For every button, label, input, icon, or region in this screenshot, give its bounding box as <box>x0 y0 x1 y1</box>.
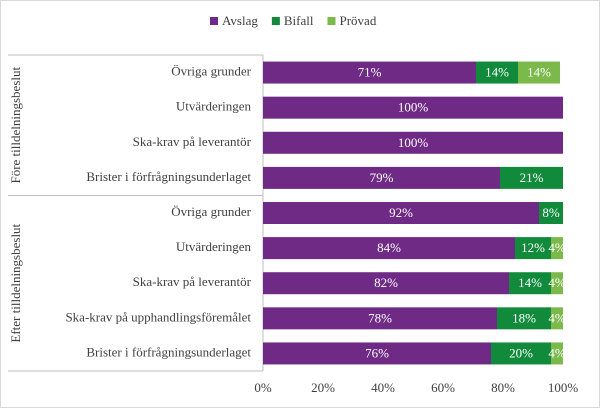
data-label: 20% <box>509 345 533 360</box>
group-label: Före tilldelningsbeslut <box>8 67 23 184</box>
y-tick-label: Övriga grunder <box>171 64 251 79</box>
bar-segment <box>551 342 563 365</box>
y-tick-label: Utvärderingen <box>176 99 252 114</box>
bar-segment <box>263 61 476 84</box>
bar-segment <box>476 61 518 84</box>
bar-segment <box>263 342 491 365</box>
y-tick-label: Utvärderingen <box>176 239 252 254</box>
data-label: 82% <box>374 275 398 290</box>
y-tick-label: Brister i förfrågningsunderlaget <box>86 344 251 359</box>
y-tick-label: Ska-krav på upphandlingsföremålet <box>65 309 251 324</box>
data-label: 92% <box>389 205 413 220</box>
bar-segment <box>539 202 563 224</box>
data-label: 14% <box>518 275 542 290</box>
bar-segment <box>500 166 563 189</box>
x-tick-label: 40% <box>371 380 395 395</box>
data-label: 78% <box>368 310 392 325</box>
data-label: 14% <box>527 65 551 80</box>
bar-segment <box>515 237 551 260</box>
data-label: 8% <box>542 205 560 220</box>
x-tick-label: 60% <box>431 380 455 395</box>
bar-segment <box>263 307 497 330</box>
bar-segment <box>551 237 563 260</box>
legend-swatch <box>327 17 336 25</box>
data-label: 21% <box>520 170 544 185</box>
data-label: 84% <box>377 240 401 255</box>
bar-segment <box>263 272 509 295</box>
data-label: 18% <box>512 310 536 325</box>
x-tick-label: 20% <box>311 380 335 395</box>
y-tick-label: Ska-krav på leverantör <box>133 274 252 289</box>
legend-swatch <box>210 17 218 25</box>
bar-segment <box>509 272 551 295</box>
bar-segment <box>518 61 560 84</box>
bar-segment <box>263 96 563 119</box>
x-tick-label: 80% <box>491 380 515 395</box>
bar-segment <box>551 272 563 295</box>
data-label: 71% <box>358 65 382 80</box>
data-label: 100% <box>398 100 429 115</box>
data-label: 12% <box>521 240 545 255</box>
legend-label: Bifall <box>284 13 314 28</box>
bar-segment <box>263 166 500 189</box>
legend-label: Avslag <box>222 13 258 28</box>
group-label: Efter tilldelningsbeslut <box>8 223 23 342</box>
data-label: 76% <box>365 345 389 360</box>
x-tick-label: 0% <box>254 380 272 395</box>
y-tick-label: Övriga grunder <box>171 204 251 219</box>
data-label: 4% <box>548 240 566 255</box>
bar-segment <box>263 202 539 224</box>
data-label: 4% <box>548 275 566 290</box>
data-label: 79% <box>370 170 394 185</box>
data-label: 100% <box>398 135 429 150</box>
bar-segment <box>497 307 551 330</box>
data-label: 14% <box>485 65 509 80</box>
legend-label: Prövad <box>339 13 376 28</box>
data-label: 4% <box>548 310 566 325</box>
bar-segment <box>551 307 563 330</box>
bar-segment <box>491 342 551 365</box>
y-tick-label: Ska-krav på leverantör <box>133 134 252 149</box>
data-label: 4% <box>548 345 566 360</box>
legend-swatch <box>271 17 280 25</box>
bar-segment <box>263 237 515 260</box>
x-tick-label: 100% <box>548 380 579 395</box>
bar-segment <box>263 131 563 154</box>
y-tick-label: Brister i förfrågningsunderlaget <box>86 169 251 184</box>
